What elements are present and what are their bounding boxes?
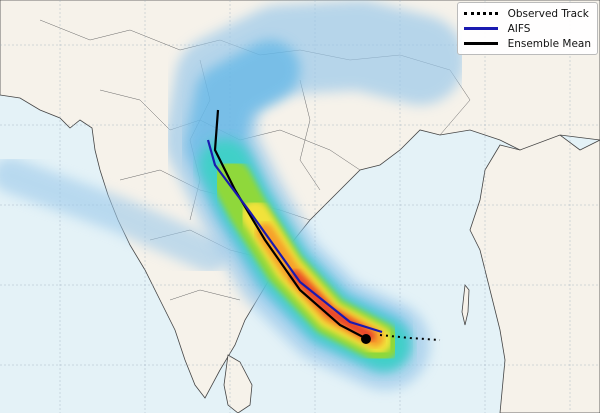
land-andaman-islands xyxy=(461,283,470,326)
storm-position-marker xyxy=(361,334,371,344)
blue-line-icon xyxy=(463,27,498,30)
swath-west-band xyxy=(0,157,228,273)
land-india xyxy=(0,0,600,399)
legend-item-aifs: AIFS xyxy=(463,21,591,36)
black-line-icon xyxy=(463,42,498,45)
observed-track xyxy=(379,334,441,341)
legend-label: Observed Track xyxy=(507,7,589,20)
dotted-line-icon xyxy=(463,12,498,15)
land-sri-lanka xyxy=(223,354,253,413)
legend-item-ensemble-mean: Ensemble Mean xyxy=(463,36,591,51)
legend-item-observed-track: Observed Track xyxy=(463,6,591,21)
legend-label: AIFS xyxy=(507,22,531,35)
legend-label: Ensemble Mean xyxy=(507,37,591,50)
ensemble-mean-track xyxy=(213,109,366,339)
legend: Observed Track AIFS Ensemble Mean xyxy=(456,2,598,55)
aifs-track xyxy=(206,139,383,334)
